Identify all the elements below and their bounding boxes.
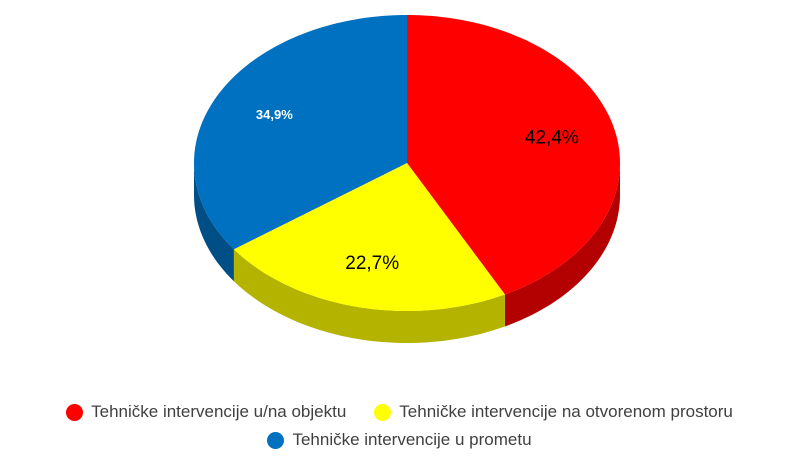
legend-item: Tehničke intervencije u prometu xyxy=(267,430,532,450)
data-label: 22,7% xyxy=(345,253,399,274)
slice-side xyxy=(504,163,620,327)
legend: Tehničke intervencije u/na objektu Tehnič… xyxy=(0,402,799,450)
legend-marker xyxy=(374,403,392,421)
slice xyxy=(233,163,505,311)
legend-label: Tehničke intervencije u/na objektu xyxy=(91,402,347,421)
legend-item: Tehničke intervencije u/na objektu xyxy=(66,402,346,422)
pie-area: 42,4% 22,7% 34,9% xyxy=(194,15,620,343)
legend-marker xyxy=(267,431,285,449)
legend-label: Tehničke intervencije na otvorenom prost… xyxy=(399,402,733,421)
legend-item: Tehničke intervencije na otvorenom prost… xyxy=(374,402,733,422)
legend-label: Tehničke intervencije u prometu xyxy=(292,430,532,449)
legend-marker xyxy=(66,403,84,421)
slice-side xyxy=(233,249,505,343)
slice-side xyxy=(194,163,234,282)
slice xyxy=(407,15,620,295)
data-label: 34,9% xyxy=(256,107,293,122)
data-label: 42,4% xyxy=(525,128,579,149)
slice xyxy=(194,15,407,250)
